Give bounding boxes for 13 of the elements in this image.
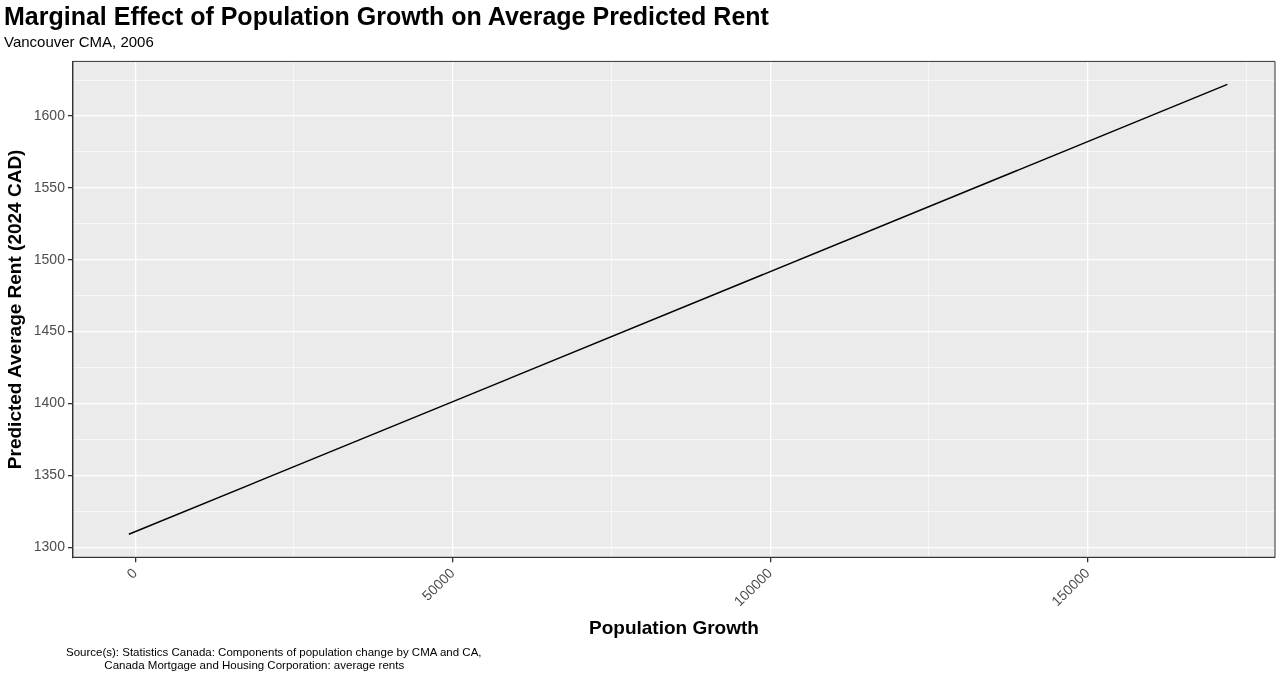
y-tick-label: 1350	[33, 466, 66, 483]
x-axis-title: Population Growth	[589, 616, 759, 638]
chart-subtitle: Vancouver CMA, 2006	[4, 33, 154, 50]
y-tick-label: 1400	[33, 394, 66, 411]
y-tick-label: 1500	[33, 250, 66, 267]
source-note: Source(s): Statistics Canada: Components of population change by CMA and CA, Canada Mortgage and Housing Corporation: average rents	[66, 646, 482, 672]
y-tick-label: 1300	[33, 538, 66, 555]
y-tick-label: 1450	[33, 322, 66, 339]
x-tick-label: 0	[123, 564, 141, 582]
y-axis-title: Predicted Average Rent (2024 CAD)	[3, 149, 25, 470]
chart-title: Marginal Effect of Population Growth on Average Predicted Rent	[4, 2, 769, 31]
y-tick-label: 1600	[33, 106, 66, 123]
y-tick-label: 1550	[33, 178, 66, 195]
